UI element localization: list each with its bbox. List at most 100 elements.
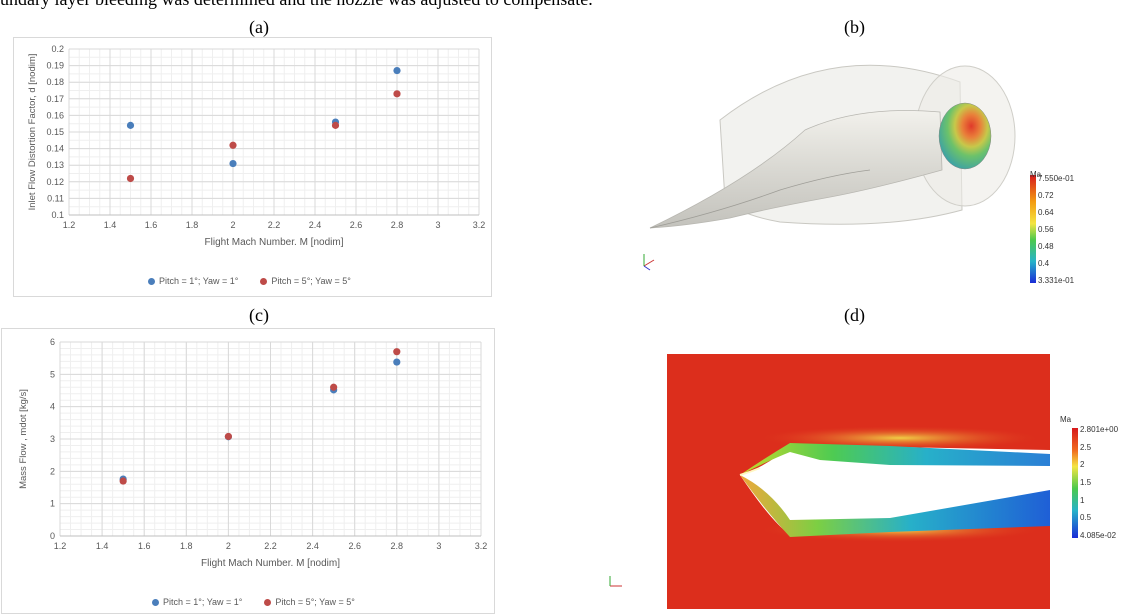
data-point — [126, 121, 135, 129]
chart-a-legend: Pitch = 1°; Yaw = 1° Pitch = 5°; Yaw = 5… — [148, 276, 351, 286]
panel-label-a: (a) — [249, 17, 269, 37]
data-point — [229, 141, 237, 149]
inlet-3d-render — [643, 64, 1036, 283]
y-tick-label: 0.13 — [46, 160, 64, 170]
lower-cowl-flow — [740, 475, 1050, 537]
colorbar-b-tick-label: 3.331e-01 — [1038, 276, 1075, 285]
legend-label-series1: Pitch = 1°; Yaw = 1° — [159, 276, 239, 286]
legend-label-series2: Pitch = 5°; Yaw = 5° — [275, 597, 355, 607]
y-tick-label: 2 — [50, 466, 55, 476]
colorbar-d-tick-label: 2 — [1080, 460, 1085, 470]
y-tick-label: 6 — [50, 337, 55, 347]
y-tick-label: 0.2 — [51, 44, 64, 54]
colorbar-d-title: Ma — [1060, 415, 1072, 424]
x-tick-label: 2.6 — [350, 220, 363, 230]
data-point — [393, 90, 401, 98]
x-tick-label: 1.4 — [96, 541, 109, 551]
y-tick-label: 0.16 — [46, 110, 64, 120]
y-axis-label: Mass Flow , mdot [kg/s] — [18, 389, 29, 489]
y-tick-label: 5 — [50, 369, 55, 379]
y-tick-label: 4 — [50, 402, 55, 412]
series-2 — [126, 90, 401, 183]
outlet-mach-disk — [938, 102, 992, 170]
data-point — [330, 383, 338, 391]
x-tick-label: 3.2 — [475, 541, 488, 551]
colorbar-b-tick-label: 0.64 — [1038, 208, 1054, 217]
x-tick-label: 1.8 — [180, 541, 193, 551]
axis-triad-icon — [643, 254, 655, 271]
x-tick-label: 1.2 — [63, 220, 76, 230]
colorbar-b-title: Ma — [1030, 170, 1042, 179]
inlet-spike-body — [649, 110, 943, 229]
data-point — [393, 348, 401, 356]
data-point — [331, 121, 340, 129]
x-tick-label: 2.8 — [391, 220, 404, 230]
x-tick-label: 2.4 — [309, 220, 322, 230]
colorbar-d-tick-label: 2.5 — [1080, 442, 1092, 452]
legend-marker-blue — [152, 598, 159, 606]
x-tick-label: 2.2 — [264, 541, 277, 551]
mach-contour-plot — [609, 354, 1078, 609]
x-tick-label: 3 — [436, 541, 441, 551]
data-point — [224, 432, 232, 441]
axis-triad-icon — [609, 576, 622, 587]
y-tick-label: 0.15 — [46, 127, 64, 137]
panel-label-c: (c) — [249, 305, 269, 325]
data-point — [393, 66, 401, 75]
legend-label-series2: Pitch = 5°; Yaw = 5° — [271, 276, 351, 286]
x-tick-label: 1.4 — [104, 220, 117, 230]
x-tick-label: 2 — [226, 541, 231, 551]
legend-marker-red — [264, 598, 272, 606]
colorbar-b-tick-label: 0.56 — [1038, 225, 1054, 234]
legend-item-series1: Pitch = 1°; Yaw = 1° — [152, 597, 242, 607]
x-tick-label: 1.6 — [138, 541, 151, 551]
x-tick-label: 2.8 — [391, 541, 404, 551]
x-tick-label: 1.2 — [54, 541, 67, 551]
colorbar-b-tick-label: 0.72 — [1038, 191, 1054, 200]
x-axis-label: Flight Mach Number. M [nodim] — [205, 237, 344, 248]
colorbar-b-tick-label: 7.550e-01 — [1038, 174, 1075, 183]
colorbar-d-tick-label: 0.5 — [1080, 513, 1092, 523]
x-tick-label: 2.6 — [348, 541, 361, 551]
y-tick-label: 0.18 — [46, 77, 64, 87]
data-point — [119, 477, 127, 485]
colorbar-d-tick-label: 2.801e+00 — [1080, 425, 1119, 434]
colorbar-b-tick-label: 0.4 — [1038, 259, 1050, 268]
data-point — [229, 159, 237, 168]
legend-marker-red — [260, 277, 268, 285]
legend-label-series1: Pitch = 1°; Yaw = 1° — [163, 597, 243, 607]
x-tick-label: 2 — [230, 220, 235, 230]
panel-label-d: (d) — [844, 305, 865, 325]
y-tick-label: 0.12 — [46, 177, 64, 187]
chart-a-frame: 1.2 1.4 1.6 1.8 2 2.2 2.4 2.6 2.8 3 3.2 0.1 0.11 0.12… — [13, 37, 492, 297]
upper-cowl-flow — [740, 443, 1050, 475]
legend-item-series2: Pitch = 5°; Yaw = 5° — [260, 276, 351, 286]
x-tick-label: 3.2 — [473, 220, 486, 230]
major-grid — [68, 48, 480, 216]
colorbar-d-tick-label: 1.5 — [1080, 478, 1092, 487]
y-axis-label: Inlet Flow Distortion Factor, d [nodim] — [27, 54, 38, 211]
y-tick-label: 3 — [50, 434, 55, 444]
spike-tip — [739, 467, 761, 476]
y-tick-label: 0.11 — [47, 193, 64, 203]
chart-c-frame: 1.2 1.4 1.6 1.8 2 2.2 2.4 2.6 2.8 3 3.2 0 1 2 3 4 5 6 Flig… — [1, 328, 495, 614]
colorbar-d-gradient — [1072, 428, 1078, 538]
colorbar-b-gradient — [1030, 175, 1036, 283]
colorbar-d-tick-label: 4.085e-02 — [1080, 531, 1117, 540]
legend-item-series2: Pitch = 5°; Yaw = 5° — [264, 597, 355, 607]
data-point — [393, 358, 401, 366]
chart-a-plot: 1.2 1.4 1.6 1.8 2 2.2 2.4 2.6 2.8 3 3.2 0.1 0.11 0.12… — [27, 44, 486, 248]
x-tick-label: 3 — [435, 220, 440, 230]
y-tick-label: 1 — [50, 499, 55, 509]
series-2 — [119, 348, 401, 485]
y-tick-label: 0.14 — [46, 144, 64, 154]
x-axis-label: Flight Mach Number. M [nodim] — [201, 558, 340, 569]
legend-item-series1: Pitch = 1°; Yaw = 1° — [148, 276, 238, 286]
panel-label-b: (b) — [844, 17, 865, 37]
chart-c-plot: 1.2 1.4 1.6 1.8 2 2.2 2.4 2.6 2.8 3 3.2 0 1 2 3 4 5 6 Flig… — [18, 337, 488, 569]
y-tick-label: 0.1 — [51, 210, 64, 220]
x-tick-label: 1.6 — [145, 220, 158, 230]
y-tick-label: 0.17 — [46, 94, 64, 104]
legend-marker-blue — [148, 277, 155, 285]
body-text-line: undary layer bleeding was determined and… — [0, 0, 593, 10]
